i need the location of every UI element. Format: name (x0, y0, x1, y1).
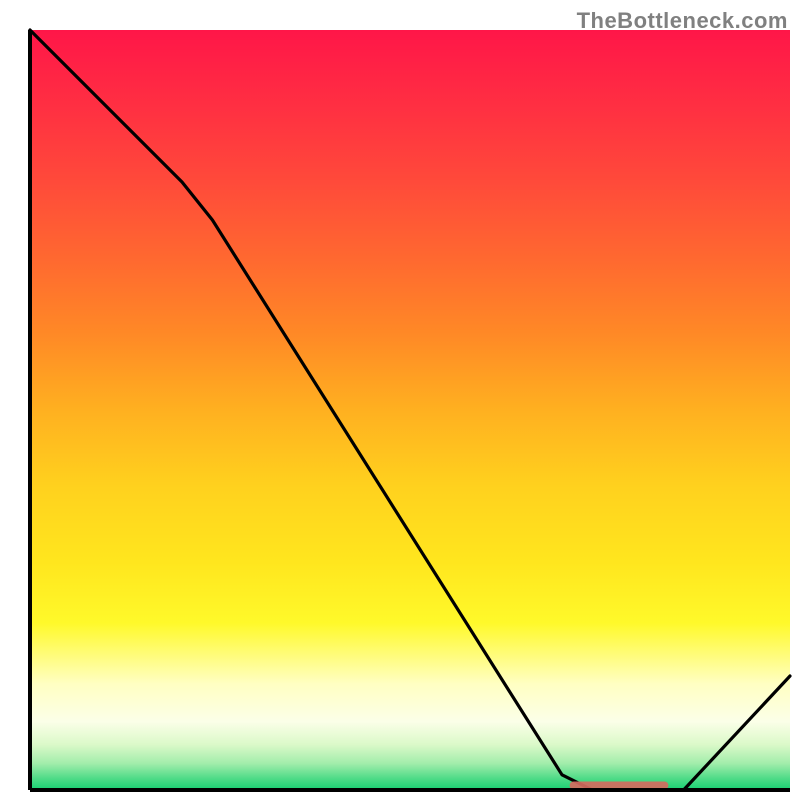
watermark-text: TheBottleneck.com (577, 8, 788, 34)
bottleneck-chart (0, 0, 800, 800)
